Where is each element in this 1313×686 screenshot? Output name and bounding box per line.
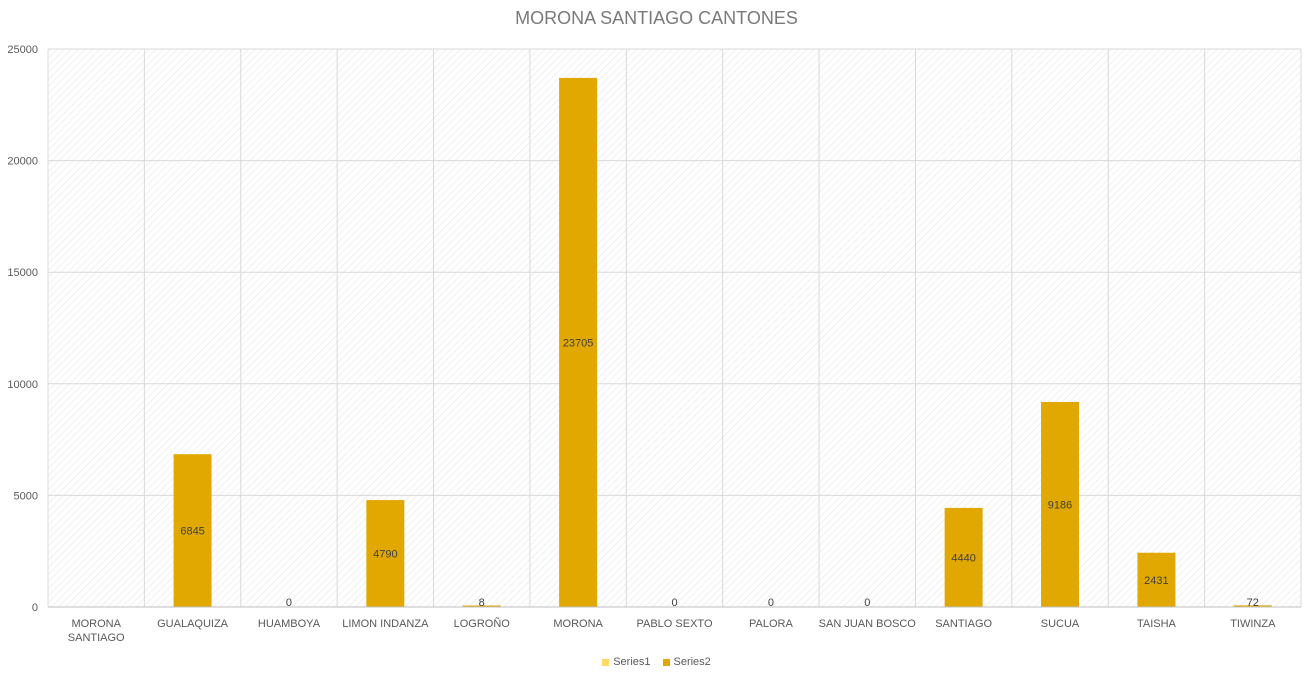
bar xyxy=(1137,552,1176,607)
data-label: 0 xyxy=(671,597,677,609)
data-label: 72 xyxy=(1247,597,1259,609)
x-tick-label: SUCUA xyxy=(1041,618,1080,630)
x-tick-label: MORONA SANTIAGO xyxy=(68,618,125,644)
data-label: 4440 xyxy=(951,552,975,564)
bar xyxy=(173,454,212,607)
data-label: 0 xyxy=(286,597,292,609)
y-tick-label: 20000 xyxy=(7,156,38,168)
data-label: 23705 xyxy=(563,337,594,349)
x-tick-label: MORONA xyxy=(553,618,603,630)
x-tick-label: PABLO SEXTO xyxy=(636,618,712,630)
legend-item: Series2 xyxy=(662,656,711,668)
x-tick-label: GUALAQUIZA xyxy=(157,618,229,630)
bar xyxy=(1041,401,1080,607)
data-label: 9186 xyxy=(1048,499,1072,511)
x-tick-label: HUAMBOYA xyxy=(258,618,321,630)
bar xyxy=(462,605,501,607)
x-tick-label: SANTIAGO xyxy=(935,618,992,630)
legend-swatch xyxy=(662,658,670,666)
x-tick-label: LIMON INDANZA xyxy=(342,618,429,630)
y-tick-label: 10000 xyxy=(7,379,38,391)
legend-label: Series2 xyxy=(673,656,711,668)
chart-title: MORONA SANTIAGO CANTONES xyxy=(515,8,798,28)
y-tick-label: 0 xyxy=(32,602,38,614)
x-tick-label: TAISHA xyxy=(1137,618,1177,630)
data-label: 0 xyxy=(768,597,774,609)
legend-label: Series1 xyxy=(613,656,651,668)
legend-swatch xyxy=(602,658,610,666)
bar xyxy=(559,77,598,607)
bar xyxy=(1233,605,1272,607)
y-tick-label: 15000 xyxy=(7,267,38,279)
x-tick-label: TIWINZA xyxy=(1230,618,1276,630)
legend: Series1 Series2 xyxy=(0,656,1313,668)
data-label: 8 xyxy=(479,597,485,609)
data-label: 2431 xyxy=(1144,575,1168,587)
data-label: 0 xyxy=(864,597,870,609)
x-tick-label: PALORA xyxy=(749,618,793,630)
y-tick-label: 25000 xyxy=(7,44,38,56)
legend-item: Series1 xyxy=(602,656,651,668)
plot-area-background xyxy=(48,49,1301,607)
x-tick-label: SAN JUAN BOSCO xyxy=(819,618,917,630)
bar xyxy=(944,507,983,607)
y-tick-label: 5000 xyxy=(14,490,38,502)
data-label: 4790 xyxy=(373,549,397,561)
data-label: 6845 xyxy=(180,526,204,538)
x-tick-label: LOGROÑO xyxy=(454,617,511,630)
bar xyxy=(366,500,405,607)
